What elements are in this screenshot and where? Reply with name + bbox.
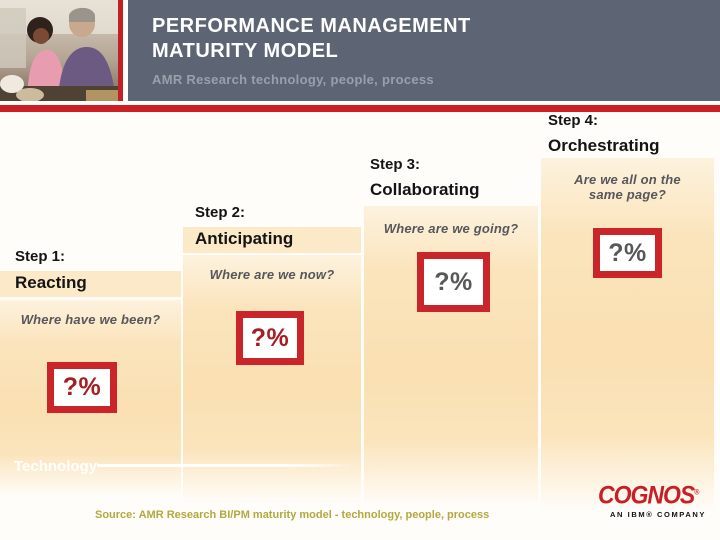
step-4-name: Orchestrating: [548, 136, 660, 155]
step-4-label: Step 4:: [548, 112, 599, 129]
technology-axis-label: Technology: [14, 458, 98, 475]
slide-title: PERFORMANCE MANAGEMENT MATURITY MODEL: [152, 14, 712, 64]
header-panel: [128, 0, 720, 101]
people-photo-illustration: [0, 0, 118, 101]
step-3-label: Step 3:: [370, 156, 421, 173]
slide-title-line1: PERFORMANCE MANAGEMENT: [152, 15, 471, 37]
cognos-logo: COGNOS® AN IBM® COMPANY: [598, 480, 708, 519]
ibm-company-tagline: AN IBM® COMPANY: [609, 510, 706, 519]
header-photo-people: [0, 0, 118, 101]
step-1-label: Step 1:: [15, 248, 66, 265]
header-red-divider: [118, 0, 123, 101]
step-2-question: Where are we now?: [209, 267, 335, 282]
step-4-metric-box: ?%: [593, 228, 662, 278]
technology-axis-line: [97, 464, 359, 467]
registered-mark-icon: ®: [694, 488, 700, 497]
step-3-metric-box: ?%: [417, 252, 490, 312]
step-2-name: Anticipating: [195, 229, 294, 248]
step-4-question: Are we all on the same page?: [574, 172, 681, 202]
step-4-column: [541, 158, 714, 512]
step-2-metric-box: ?%: [236, 311, 304, 365]
step-1-metric-box: ?%: [47, 362, 117, 413]
step-1-question: Where have we been?: [20, 312, 161, 327]
step-2-column: [183, 255, 361, 503]
step-1-name-strip: [0, 271, 181, 297]
step-2-label: Step 2:: [195, 204, 246, 221]
cognos-wordmark: COGNOS®: [598, 480, 700, 509]
header-red-rule: [0, 105, 720, 112]
step-1-name: Reacting: [15, 273, 87, 292]
slide-subtitle: AMR Research technology, people, process: [152, 72, 434, 87]
slide-title-line2: MATURITY MODEL: [152, 40, 339, 62]
step-2-name-strip: [183, 227, 361, 253]
step-3-question: Where are we going?: [383, 221, 519, 236]
step-3-name: Collaborating: [370, 180, 480, 199]
source-citation: Source: AMR Research BI/PM maturity mode…: [95, 509, 490, 521]
